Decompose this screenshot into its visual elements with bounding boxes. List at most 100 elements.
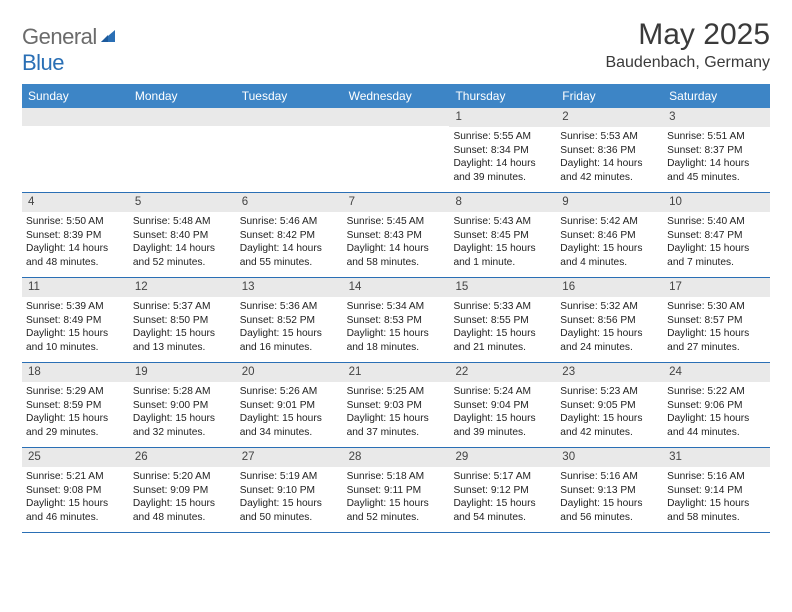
day-cell: 20Sunrise: 5:26 AMSunset: 9:01 PMDayligh…	[236, 363, 343, 447]
sunrise-line: Sunrise: 5:48 AM	[133, 215, 232, 228]
dow-cell: Friday	[556, 84, 663, 108]
sunrise-line: Sunrise: 5:16 AM	[560, 470, 659, 483]
dow-cell: Wednesday	[343, 84, 450, 108]
day-number: 14	[343, 278, 450, 297]
sunrise-line: Sunrise: 5:17 AM	[453, 470, 552, 483]
sunset-line: Sunset: 8:46 PM	[560, 229, 659, 242]
title-block: May 2025 Baudenbach, Germany	[605, 18, 770, 72]
day-cell: 21Sunrise: 5:25 AMSunset: 9:03 PMDayligh…	[343, 363, 450, 447]
week-row: 1Sunrise: 5:55 AMSunset: 8:34 PMDaylight…	[22, 108, 770, 193]
sunset-line: Sunset: 8:36 PM	[560, 144, 659, 157]
daylight-line: Daylight: 15 hours and 52 minutes.	[347, 497, 446, 524]
day-number: 22	[449, 363, 556, 382]
week-row: 11Sunrise: 5:39 AMSunset: 8:49 PMDayligh…	[22, 278, 770, 363]
daylight-line: Daylight: 15 hours and 34 minutes.	[240, 412, 339, 439]
day-cell: 8Sunrise: 5:43 AMSunset: 8:45 PMDaylight…	[449, 193, 556, 277]
day-cell: 28Sunrise: 5:18 AMSunset: 9:11 PMDayligh…	[343, 448, 450, 532]
day-cell: 11Sunrise: 5:39 AMSunset: 8:49 PMDayligh…	[22, 278, 129, 362]
daylight-line: Daylight: 14 hours and 55 minutes.	[240, 242, 339, 269]
sunset-line: Sunset: 9:06 PM	[667, 399, 766, 412]
sunrise-line: Sunrise: 5:43 AM	[453, 215, 552, 228]
day-cell: 16Sunrise: 5:32 AMSunset: 8:56 PMDayligh…	[556, 278, 663, 362]
week-row: 18Sunrise: 5:29 AMSunset: 8:59 PMDayligh…	[22, 363, 770, 448]
sunrise-line: Sunrise: 5:45 AM	[347, 215, 446, 228]
daylight-line: Daylight: 15 hours and 10 minutes.	[26, 327, 125, 354]
sunrise-line: Sunrise: 5:46 AM	[240, 215, 339, 228]
sunset-line: Sunset: 8:49 PM	[26, 314, 125, 327]
sunrise-line: Sunrise: 5:20 AM	[133, 470, 232, 483]
sunset-line: Sunset: 9:00 PM	[133, 399, 232, 412]
sunset-line: Sunset: 9:14 PM	[667, 484, 766, 497]
day-of-week-header: SundayMondayTuesdayWednesdayThursdayFrid…	[22, 84, 770, 108]
day-number: 23	[556, 363, 663, 382]
day-number: 15	[449, 278, 556, 297]
week-row: 25 Sunrise: 5:21 AMSunset: 9:08 PM Dayligh…	[22, 448, 770, 533]
sunset-line: Sunset: 8:53 PM	[347, 314, 446, 327]
day-number: 25	[22, 448, 129, 467]
daylight-line: Daylight: 14 hours and 52 minutes.	[133, 242, 232, 269]
daylight-line: Daylight: 15 hours and 32 minutes.	[133, 412, 232, 439]
day-number: 10	[663, 193, 770, 212]
sunrise-line: Sunrise: 5:34 AM	[347, 300, 446, 313]
empty-daynum-bar	[129, 108, 236, 126]
sunset-line: Sunset: 9:08 PM	[26, 484, 125, 497]
sunrise-line: Sunrise: 5:24 AM	[453, 385, 552, 398]
day-cell: 17Sunrise: 5:30 AMSunset: 8:57 PMDayligh…	[663, 278, 770, 362]
daylight-line: Daylight: 15 hours and 39 minutes.	[453, 412, 552, 439]
dow-cell: Sunday	[22, 84, 129, 108]
sunset-line: Sunset: 8:40 PM	[133, 229, 232, 242]
day-number: 30	[556, 448, 663, 467]
daylight-line: Daylight: 15 hours and 27 minutes.	[667, 327, 766, 354]
month-title: May 2025	[605, 18, 770, 52]
sunset-line: Sunset: 8:59 PM	[26, 399, 125, 412]
sunrise-line: Sunrise: 5:21 AM	[26, 470, 125, 483]
day-number: 29	[449, 448, 556, 467]
day-cell	[343, 108, 450, 192]
sunrise-line: Sunrise: 5:25 AM	[347, 385, 446, 398]
sunrise-line: Sunrise: 5:22 AM	[667, 385, 766, 398]
sunrise-line: Sunrise: 5:19 AM	[240, 470, 339, 483]
day-number: 19	[129, 363, 236, 382]
day-cell: 19 Sunrise: 5:28 AMSunset: 9:00 PMDayligh…	[129, 363, 236, 447]
dow-cell: Tuesday	[236, 84, 343, 108]
day-cell: 10Sunrise: 5:40 AMSunset: 8:47 PMDayligh…	[663, 193, 770, 277]
sunset-line: Sunset: 9:01 PM	[240, 399, 339, 412]
day-number: 20	[236, 363, 343, 382]
sunset-line: Sunset: 8:52 PM	[240, 314, 339, 327]
daylight-line: Daylight: 15 hours and 24 minutes.	[560, 327, 659, 354]
sunrise-line: Sunrise: 5:55 AM	[453, 130, 552, 143]
day-cell: 15Sunrise: 5:33 AMSunset: 8:55 PMDayligh…	[449, 278, 556, 362]
day-number: 18	[22, 363, 129, 382]
day-number: 3	[663, 108, 770, 127]
day-cell	[236, 108, 343, 192]
daylight-line: Daylight: 15 hours and 50 minutes.	[240, 497, 339, 524]
sunrise-line: Sunrise: 5:16 AM	[667, 470, 766, 483]
day-number: 21	[343, 363, 450, 382]
daylight-line: Daylight: 15 hours and 21 minutes.	[453, 327, 552, 354]
sunset-line: Sunset: 8:42 PM	[240, 229, 339, 242]
sunset-line: Sunset: 8:43 PM	[347, 229, 446, 242]
sunset-line: Sunset: 9:04 PM	[453, 399, 552, 412]
sunrise-line: Sunrise: 5:28 AM	[133, 385, 232, 398]
day-number: 12	[129, 278, 236, 297]
daylight-line: Daylight: 14 hours and 42 minutes.	[560, 157, 659, 184]
empty-daynum-bar	[343, 108, 450, 126]
sunrise-line: Sunrise: 5:23 AM	[560, 385, 659, 398]
sunrise-line: Sunrise: 5:53 AM	[560, 130, 659, 143]
day-cell: 24Sunrise: 5:22 AMSunset: 9:06 PMDayligh…	[663, 363, 770, 447]
daylight-line: Daylight: 15 hours and 7 minutes.	[667, 242, 766, 269]
daylight-line: Daylight: 15 hours and 18 minutes.	[347, 327, 446, 354]
day-number: 17	[663, 278, 770, 297]
location: Baudenbach, Germany	[605, 54, 770, 72]
day-number: 26	[129, 448, 236, 467]
sunset-line: Sunset: 8:45 PM	[453, 229, 552, 242]
day-number: 5	[129, 193, 236, 212]
day-cell: 3Sunrise: 5:51 AMSunset: 8:37 PMDaylight…	[663, 108, 770, 192]
sunrise-line: Sunrise: 5:18 AM	[347, 470, 446, 483]
calendar: SundayMondayTuesdayWednesdayThursdayFrid…	[22, 84, 770, 533]
empty-daynum-bar	[236, 108, 343, 126]
sunrise-line: Sunrise: 5:32 AM	[560, 300, 659, 313]
sunset-line: Sunset: 8:57 PM	[667, 314, 766, 327]
day-cell: 26Sunrise: 5:20 AMSunset: 9:09 PMDayligh…	[129, 448, 236, 532]
daylight-line: Daylight: 15 hours and 13 minutes.	[133, 327, 232, 354]
